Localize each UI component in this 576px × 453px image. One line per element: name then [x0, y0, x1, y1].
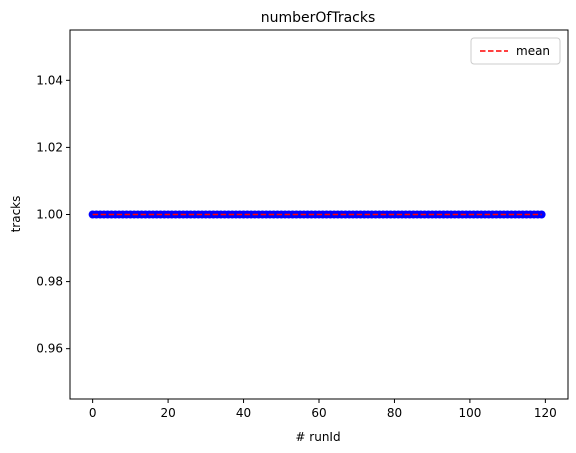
- x-tick-label: 120: [534, 406, 557, 420]
- y-axis-label: tracks: [9, 196, 23, 233]
- x-tick-label: 40: [236, 406, 251, 420]
- axes-frame: [69, 29, 569, 400]
- x-tick-label: 80: [387, 406, 402, 420]
- x-axis-label: # runId: [295, 430, 340, 444]
- y-tick-label: 1.00: [36, 208, 63, 222]
- scatter-points: [88, 210, 546, 219]
- legend: mean: [470, 37, 561, 65]
- plot-area: [88, 210, 546, 219]
- x-tick-label: 60: [311, 406, 326, 420]
- y-tick-label: 1.04: [36, 73, 63, 87]
- x-axis-ticks: 0 20 40 60 80 100 120: [89, 399, 557, 420]
- legend-mean-label: mean: [516, 44, 550, 58]
- y-axis-ticks: 0.96 0.98 1.00 1.02 1.04: [36, 73, 70, 356]
- x-tick-label: 0: [89, 406, 97, 420]
- y-tick-label: 0.98: [36, 275, 63, 289]
- x-tick-label: 100: [458, 406, 481, 420]
- chart-title: numberOfTracks: [261, 10, 376, 26]
- y-tick-label: 1.02: [36, 140, 63, 154]
- legend-box: [470, 37, 561, 65]
- x-tick-label: 20: [160, 406, 175, 420]
- y-tick-label: 0.96: [36, 342, 63, 356]
